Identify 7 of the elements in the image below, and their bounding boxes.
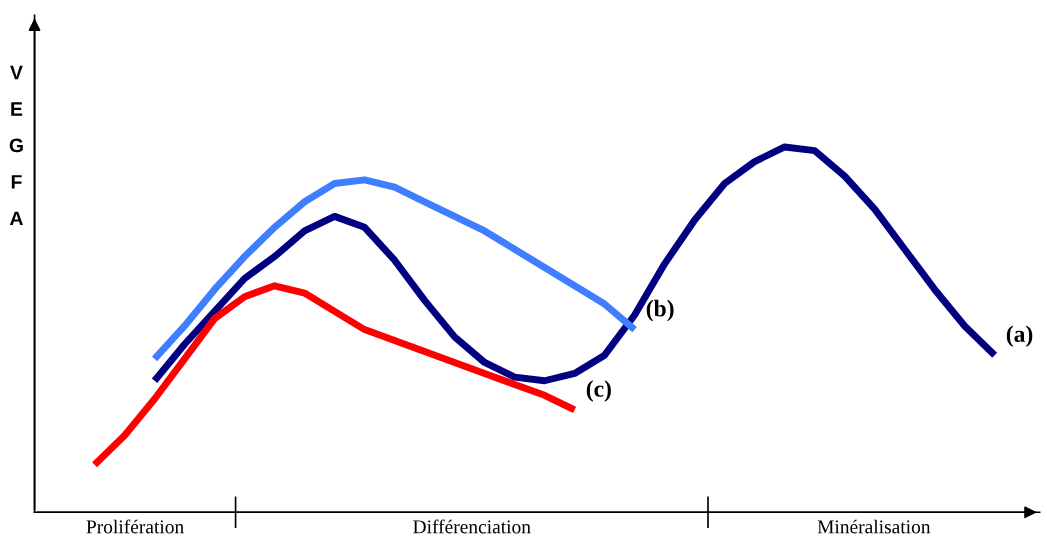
series-label: (a) bbox=[1006, 325, 1033, 347]
text: Prolifération bbox=[86, 519, 184, 534]
text: Minéralisation bbox=[817, 519, 931, 534]
y-axis-title: VEGFA bbox=[9, 65, 23, 225]
text: Différenciation bbox=[413, 519, 531, 534]
series-label: (c) bbox=[586, 380, 611, 402]
series-label: (b) bbox=[646, 299, 674, 322]
